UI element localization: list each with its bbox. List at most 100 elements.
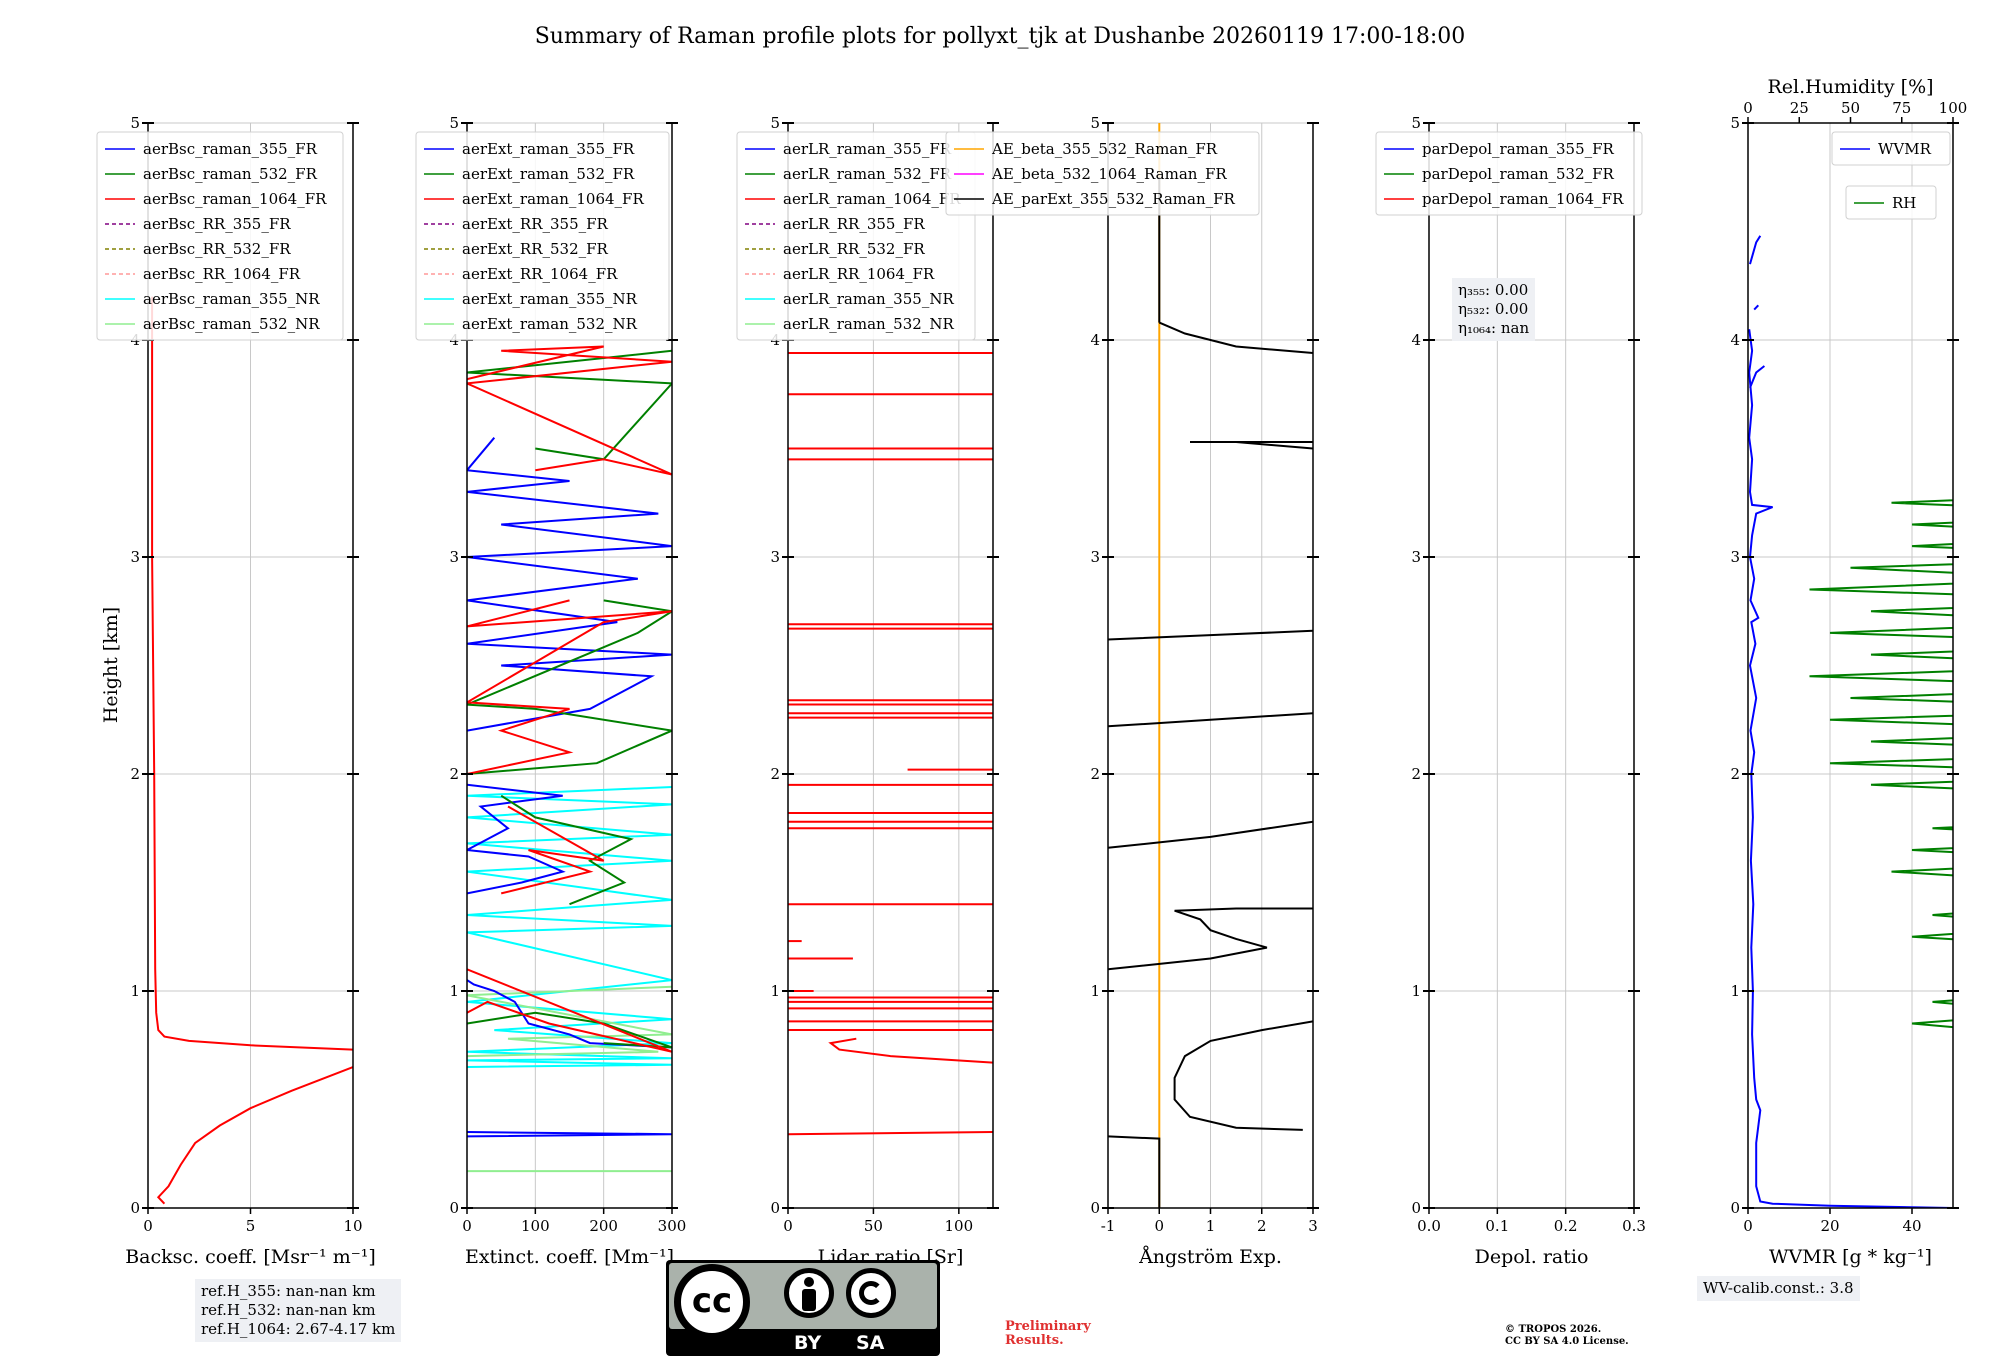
series-group <box>1108 123 1313 1208</box>
y-tick-label: 4 <box>1730 331 1740 349</box>
x-tick-label: 0.2 <box>1554 1217 1578 1235</box>
y-tick-label: 1 <box>1411 982 1421 1000</box>
y-tick-label: 0 <box>1090 1199 1100 1217</box>
x-tick-label: 10 <box>343 1217 362 1235</box>
legend-label: aerLR_raman_1064_FR <box>783 190 961 208</box>
y-tick-label: 0 <box>130 1199 140 1217</box>
copyright-note: © TROPOS 2026. CC BY SA 4.0 License. <box>1505 1324 1629 1347</box>
top-x-tick-label: 100 <box>1939 99 1968 117</box>
y-tick-label: 5 <box>449 114 459 132</box>
y-tick-label: 1 <box>130 982 140 1000</box>
x-tick-label: 20 <box>1820 1217 1839 1235</box>
ref-h-1064: ref.H_1064: 2.67-4.17 km <box>201 1320 396 1338</box>
legend-label: aerExt_RR_1064_FR <box>462 265 618 283</box>
y-tick-label: 4 <box>1090 331 1100 349</box>
legend: aerLR_raman_355_FR aerLR_raman_532_FR aerL… <box>736 131 976 341</box>
series-line-aerExt_raman_355_FR <box>467 1131 672 1138</box>
series-line-aerExt_raman_1064_FR <box>467 599 672 775</box>
y-tick-label: 5 <box>770 114 780 132</box>
series-line-AE_parExt_355_532_Raman_FR <box>1108 820 1313 849</box>
eta-355: η₃₅₅: 0.00 <box>1458 281 1529 299</box>
preliminary-note: Preliminary Results. <box>1005 1319 1091 1348</box>
y-tick-label: 3 <box>449 548 459 566</box>
panel-bsc: 0123450510Backsc. coeff. [Msr⁻¹ m⁻¹]aerB… <box>96 114 376 1268</box>
series-line-aerExt_raman_355_NR <box>467 786 672 1068</box>
x-axis-label: Backsc. coeff. [Msr⁻¹ m⁻¹] <box>125 1246 376 1268</box>
series-group <box>467 345 672 1173</box>
legend-frame <box>1831 131 1951 166</box>
x-tick-label: 3 <box>1308 1217 1318 1235</box>
y-tick-label: 3 <box>130 548 140 566</box>
top-x-tick-label: 75 <box>1892 99 1911 117</box>
y-tick-label: 1 <box>449 982 459 1000</box>
series-line-WVMR <box>1753 304 1760 311</box>
series-line-WVMR <box>1748 329 1953 1208</box>
series-line-AE_parExt_355_532_Raman_FR <box>1108 629 1313 641</box>
series-line-aerExt_raman_355_FR <box>467 437 672 732</box>
series-line-aerExt_raman_532_FR <box>467 349 672 461</box>
legend-label: aerBsc_raman_355_FR <box>143 140 318 158</box>
y-tick-label: 0 <box>1730 1199 1740 1217</box>
y-tick-label: 1 <box>770 982 780 1000</box>
y-tick-label: 2 <box>1411 765 1421 783</box>
x-axis-label: Depol. ratio <box>1475 1246 1589 1268</box>
x-axis-label: Ångström Exp. <box>1138 1246 1282 1268</box>
series-line-aerExt_raman_532_FR <box>467 599 672 775</box>
legend-frame <box>1845 185 1937 220</box>
x-tick-label: 0 <box>462 1217 472 1235</box>
series-line-AE_parExt_355_532_Raman_FR <box>1108 907 1313 971</box>
x-tick-label: 0.1 <box>1485 1217 1509 1235</box>
legend-label: WVMR <box>1878 140 1932 158</box>
legend-label: aerLR_raman_355_FR <box>783 140 952 158</box>
series-line-aerBsc_raman_1064_FR <box>156 1066 353 1205</box>
legend-frame <box>736 131 976 341</box>
legend-label: aerExt_raman_355_NR <box>462 290 638 308</box>
x-tick-label: 40 <box>1902 1217 1921 1235</box>
x-tick-label: -1 <box>1101 1217 1116 1235</box>
legend-label: aerLR_raman_532_FR <box>783 165 952 183</box>
series-group <box>788 352 993 1136</box>
x-tick-label: 0.3 <box>1622 1217 1646 1235</box>
legend-frame <box>415 131 670 341</box>
x-tick-label: 0 <box>1743 1217 1753 1235</box>
sa-share-icon <box>846 1268 896 1318</box>
wv-calib-box: WV-calib.const.: 3.8 <box>1697 1276 1860 1301</box>
x-tick-label: 0 <box>143 1217 153 1235</box>
eta-box: η₃₅₅: 0.00 η₅₃₂: 0.00 η₁₀₆₄: nan <box>1452 278 1536 341</box>
y-tick-label: 2 <box>1730 765 1740 783</box>
series-line-aerExt_raman_355_FR <box>467 979 672 1049</box>
cc-icon: cc <box>674 1264 750 1340</box>
x-tick-label: 0 <box>1154 1217 1164 1235</box>
wv-calib-const: WV-calib.const.: 3.8 <box>1703 1279 1854 1297</box>
legend-label: RH <box>1892 194 1916 212</box>
x-tick-label: 50 <box>864 1217 883 1235</box>
y-tick-label: 0 <box>449 1199 459 1217</box>
top-x-tick-label: 0 <box>1743 99 1753 117</box>
legend-label: aerBsc_raman_355_NR <box>143 290 320 308</box>
x-tick-label: 300 <box>658 1217 687 1235</box>
series-line-AE_parExt_355_532_Raman_FR <box>1108 712 1313 728</box>
legend: AE_beta_355_532_Raman_FR AE_beta_532_1064… <box>945 131 1260 216</box>
y-tick-label: 0 <box>1411 1199 1421 1217</box>
legend-label: AE_beta_355_532_Raman_FR <box>991 140 1218 158</box>
legend-label: aerLR_RR_355_FR <box>783 215 925 233</box>
series-line-aerBsc_raman_1064_FR <box>151 296 353 1051</box>
y-axis-label: Height [km] <box>100 607 122 723</box>
y-tick-label: 5 <box>1090 114 1100 132</box>
series-line-AE_parExt_355_532_Raman_FR <box>1108 1135 1161 1208</box>
y-tick-label: 1 <box>1090 982 1100 1000</box>
y-tick-label: 2 <box>449 765 459 783</box>
series-group <box>151 296 353 1205</box>
legend: parDepol_raman_355_FR parDepol_raman_532_… <box>1375 131 1643 216</box>
by-person-icon <box>784 1268 834 1318</box>
y-tick-label: 4 <box>1411 331 1421 349</box>
series-line-aerExt_raman_532_FR <box>500 794 634 906</box>
legend-label: parDepol_raman_355_FR <box>1422 140 1615 158</box>
y-tick-label: 5 <box>130 114 140 132</box>
x-axis-label: Extinct. coeff. [Mm⁻¹] <box>465 1246 674 1268</box>
legend-label: aerExt_raman_532_NR <box>462 315 638 333</box>
legend-label: aerExt_raman_355_FR <box>462 140 635 158</box>
legend-label: AE_parExt_355_532_Raman_FR <box>991 190 1236 208</box>
y-tick-label: 2 <box>130 765 140 783</box>
